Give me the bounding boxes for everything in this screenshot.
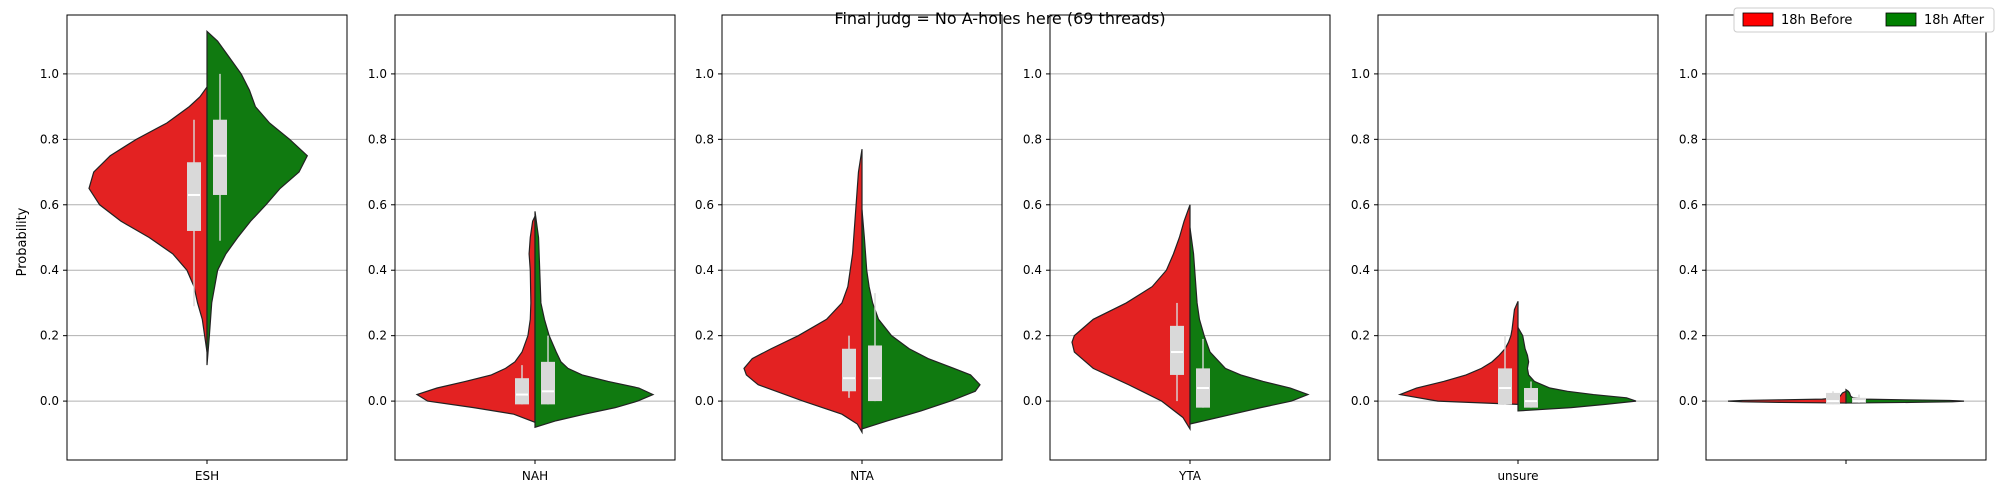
violin-before: [88, 85, 208, 353]
y-tick-label: 0.8: [368, 132, 387, 146]
y-tick-label: 0.0: [40, 394, 59, 408]
y-tick-label: 0.8: [1679, 132, 1698, 146]
y-tick-label: 0.4: [40, 263, 59, 277]
panel-nah: 0.0 0.2 0.4 0.6 0.8 1.0 NAH: [368, 14, 676, 483]
legend-swatch-before: [1742, 12, 1774, 27]
violin-after: [1189, 227, 1310, 425]
box-before: [187, 162, 201, 231]
y-axis-label: Probability: [15, 207, 30, 276]
y-tick-label: 0.2: [1679, 329, 1698, 343]
y-tick-label: 0.4: [1679, 263, 1698, 277]
y-tick-label: 0.6: [695, 198, 714, 212]
y-tick-label: 0.0: [1679, 394, 1698, 408]
y-tick-label: 0.8: [695, 132, 714, 146]
box-after: [1524, 388, 1538, 408]
legend-label-before: 18h Before: [1781, 13, 1852, 28]
panel-unlabeled: 0.0 0.2 0.4 0.6 0.8 1.0: [1679, 14, 1987, 464]
y-tick-label: 0.4: [368, 263, 387, 277]
y-tick-label: 0.8: [1023, 132, 1042, 146]
y-tick-label: 0.0: [695, 394, 714, 408]
y-tick-label: 0.6: [1023, 198, 1042, 212]
y-tick-label: 0.2: [40, 329, 59, 343]
violin-before: [1071, 204, 1191, 432]
box-after: [868, 345, 882, 402]
y-tick-label: 0.8: [1351, 132, 1370, 146]
y-tick-label: 0.4: [695, 263, 714, 277]
violin-after: [1517, 325, 1637, 412]
legend-swatch-after: [1885, 12, 1917, 27]
y-tick-label: 0.2: [1351, 329, 1370, 343]
violin-before: [415, 215, 536, 424]
violin-after: [206, 29, 309, 366]
violin-before: [743, 149, 863, 435]
panels-layer: 0.0 0.2 0.4 0.6 0.8 1.0 ESH 0.0 0.2 0.4 0.6 0.8 1.0 N…: [40, 14, 1987, 483]
y-tick-label: 1.0: [695, 67, 714, 81]
y-tick-label: 0.8: [40, 132, 59, 146]
x-tick-label: ESH: [195, 469, 219, 483]
panel-yta: 0.0 0.2 0.4 0.6 0.8 1.0 YTA: [1023, 14, 1331, 483]
y-tick-label: 0.2: [1023, 329, 1042, 343]
box-before: [1826, 392, 1840, 405]
y-tick-label: 0.0: [1023, 394, 1042, 408]
legend: 18h Before 18h After: [1733, 7, 1995, 33]
legend-label-after: 18h After: [1924, 13, 1985, 28]
y-tick-label: 1.0: [1679, 67, 1698, 81]
violin-before: [1397, 301, 1519, 405]
panel-esh: 0.0 0.2 0.4 0.6 0.8 1.0 ESH: [40, 14, 348, 483]
box-after: [213, 119, 227, 195]
legend-frame: [1733, 7, 1995, 33]
box-before: [842, 348, 856, 392]
y-tick-label: 0.2: [368, 329, 387, 343]
panel-nta: 0.0 0.2 0.4 0.6 0.8 1.0 NTA: [695, 14, 1003, 483]
x-tick-label: NAH: [522, 469, 548, 483]
y-tick-label: 0.0: [368, 394, 387, 408]
y-tick-label: 1.0: [1023, 67, 1042, 81]
y-tick-label: 1.0: [1351, 67, 1370, 81]
x-tick-label: unsure: [1497, 469, 1538, 483]
y-tick-label: 0.6: [1351, 198, 1370, 212]
y-tick-label: 0.6: [368, 198, 387, 212]
violin-after: [534, 211, 655, 429]
figure-title: Final judg = No A-holes here (69 threads…: [834, 9, 1165, 28]
box-before: [515, 378, 529, 405]
panel-unsure: 0.0 0.2 0.4 0.6 0.8 1.0 unsure: [1351, 14, 1659, 483]
y-tick-label: 1.0: [368, 67, 387, 81]
x-tick-label: NTA: [850, 469, 874, 483]
box-before: [1498, 368, 1512, 405]
box-before: [1170, 325, 1184, 375]
y-tick-label: 0.4: [1351, 263, 1370, 277]
y-tick-label: 0.6: [40, 198, 59, 212]
y-tick-label: 0.0: [1351, 394, 1370, 408]
box-after: [541, 361, 555, 405]
x-tick-label: YTA: [1178, 469, 1202, 483]
y-tick-label: 0.6: [1679, 198, 1698, 212]
y-tick-label: 0.2: [695, 329, 714, 343]
violin-before: [1727, 390, 1847, 404]
violin-after: [861, 209, 981, 430]
y-tick-label: 0.4: [1023, 263, 1042, 277]
y-tick-label: 1.0: [40, 67, 59, 81]
